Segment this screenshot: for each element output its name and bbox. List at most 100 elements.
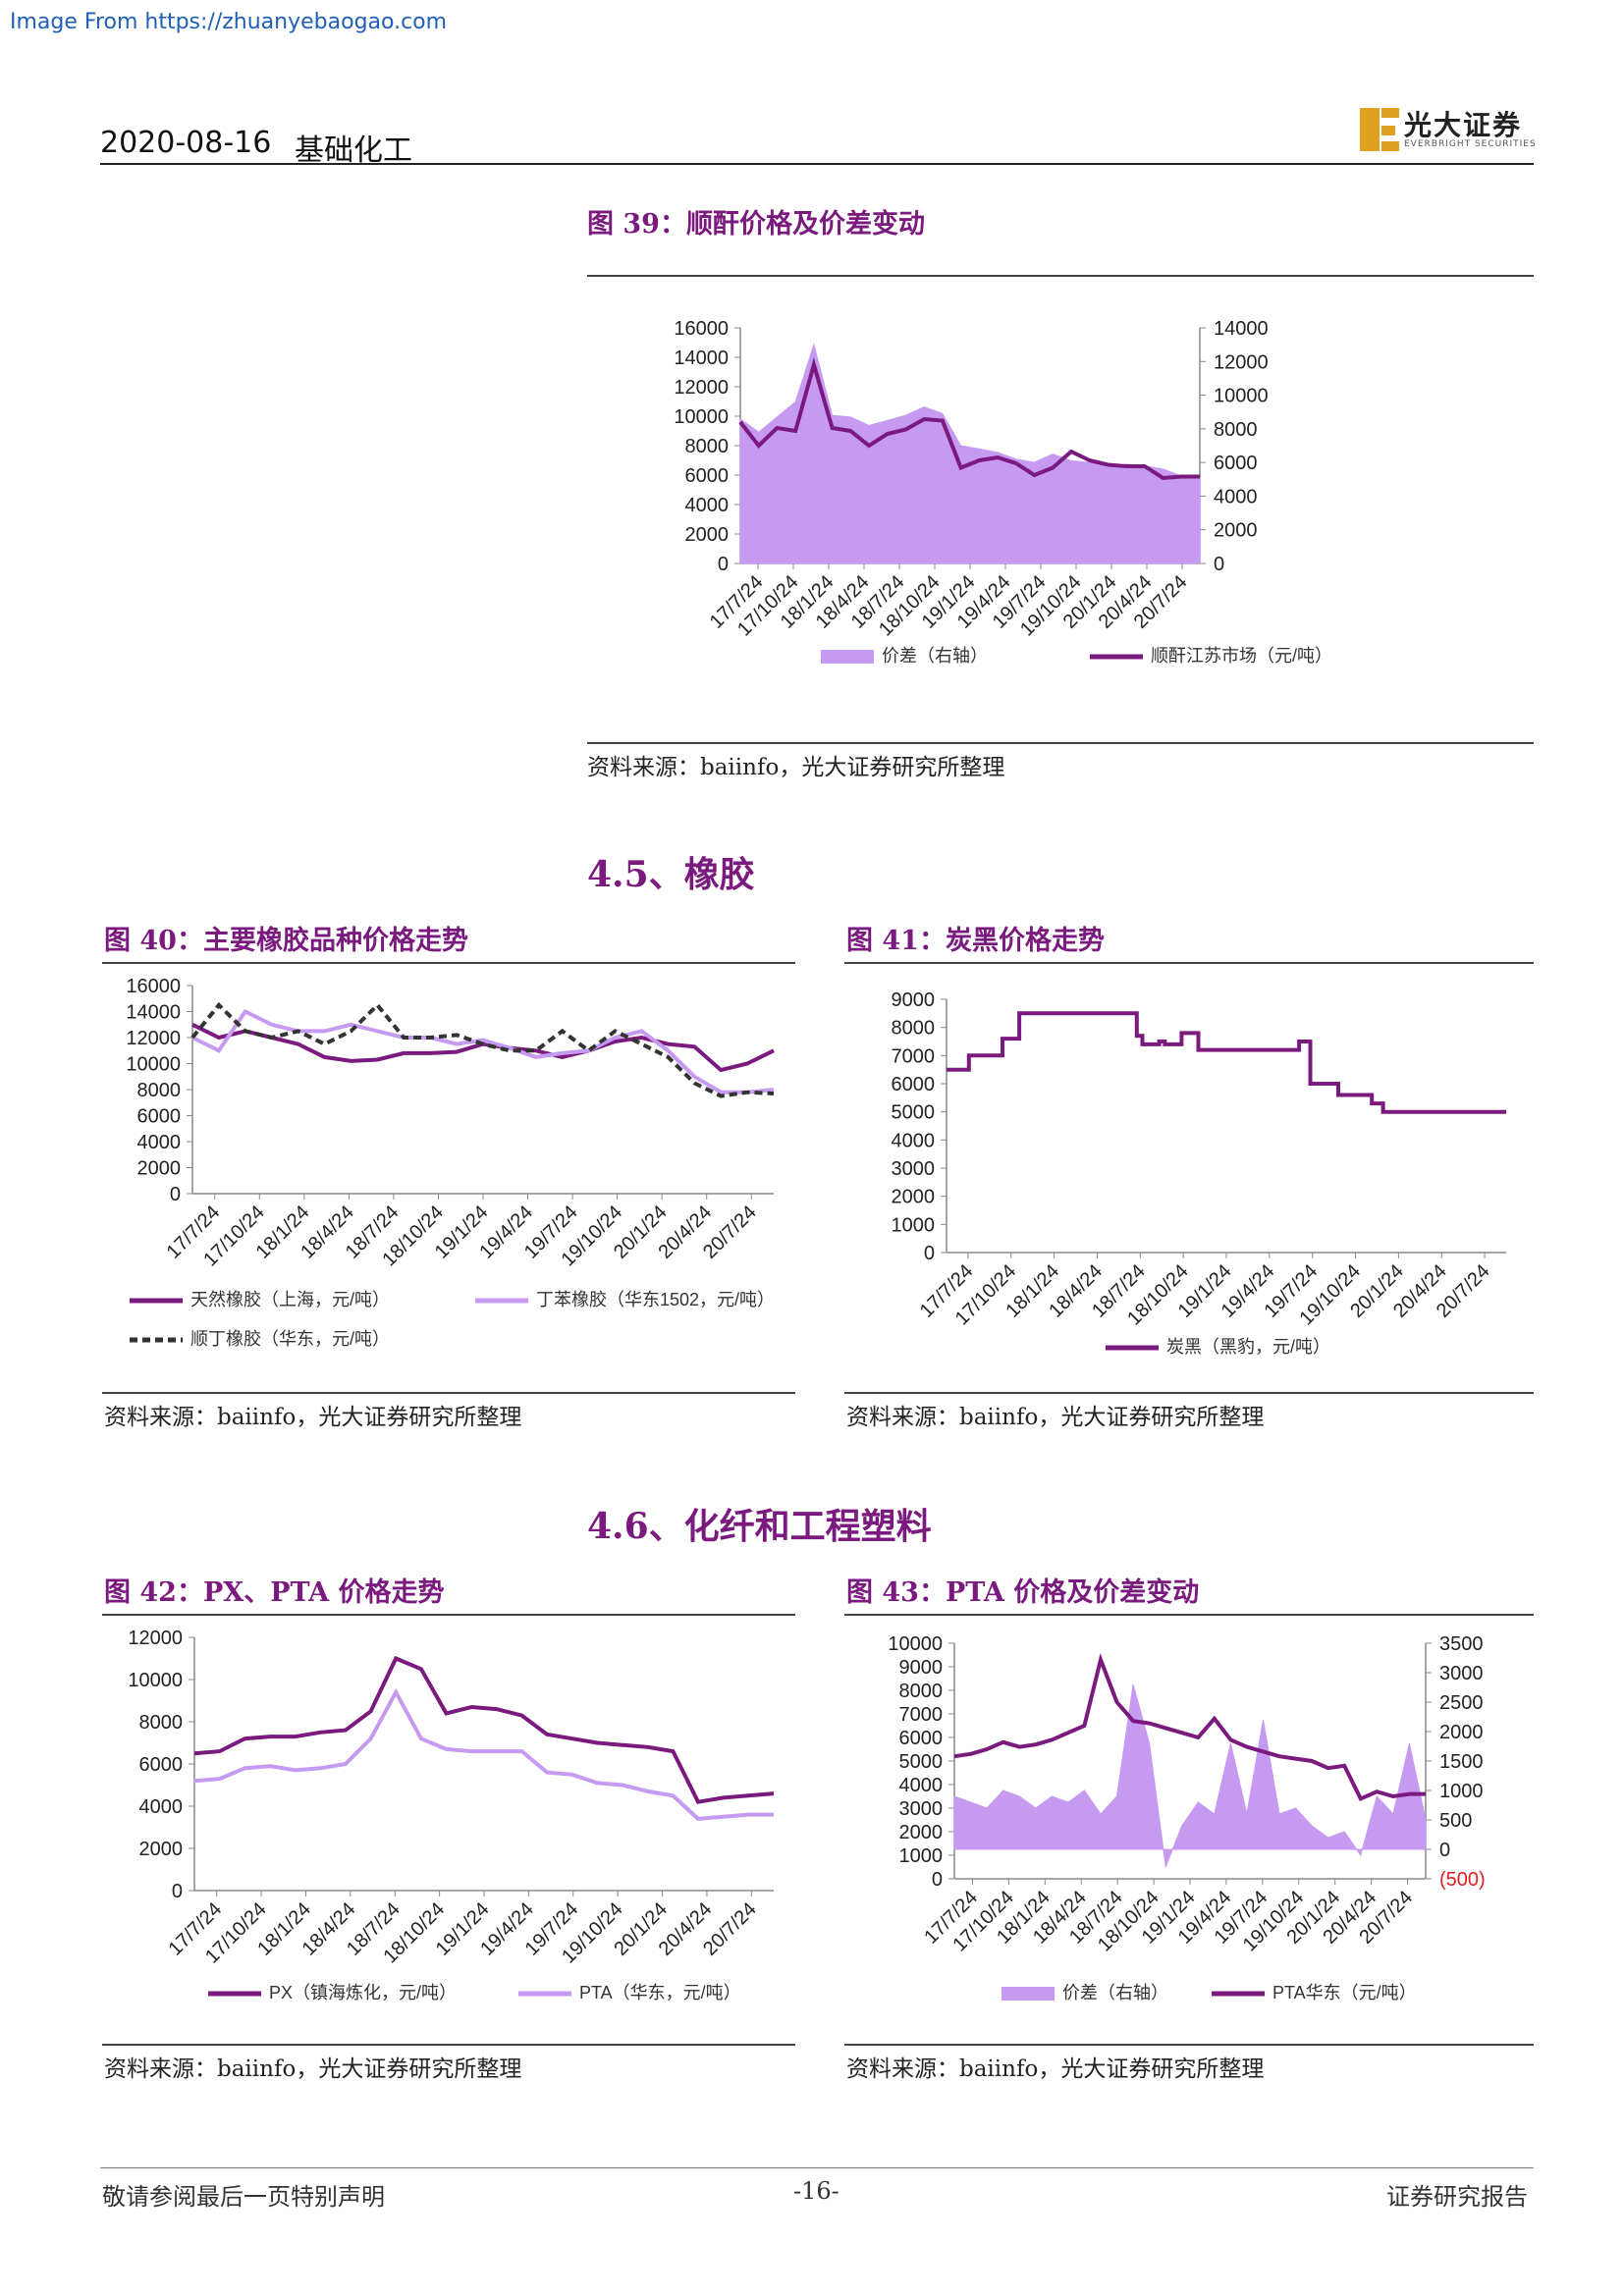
logo-en: EVERBRIGHT SECURITIES <box>1404 139 1537 149</box>
fig42-top-rule <box>102 1614 795 1616</box>
fig39-y2-tick-label: 4000 <box>1214 486 1258 507</box>
footer-disclaimer[interactable]: 敬请参阅最后一页特别声明 <box>102 2183 385 2211</box>
fig39-legend-label: 价差（右轴） <box>882 646 988 666</box>
fig43-y2-tick-label: 3000 <box>1439 1663 1484 1684</box>
fig43-chart: 1000090008000700060005000400030002000100… <box>888 1633 1486 2002</box>
fig40-y-tick-label: 4000 <box>137 1132 182 1153</box>
fig42-bottom-rule <box>102 2044 795 2046</box>
fig40-y-tick-label: 0 <box>170 1184 181 1205</box>
fig39-series-line-1 <box>738 357 1200 481</box>
fig42-y-tick-label: 10000 <box>128 1670 183 1691</box>
fig43-y-tick-label: 9000 <box>899 1657 944 1679</box>
fig43-y2-tick-label: 500 <box>1439 1810 1472 1832</box>
page-number: -16- <box>793 2177 839 2205</box>
fig40-legend-label: 丁苯橡胶（华东1502，元/吨） <box>536 1290 775 1309</box>
fig39-y2-tick-label: 12000 <box>1214 351 1269 373</box>
fig40-source: 资料来源：baiinfo，光大证券研究所整理 <box>104 1405 522 1430</box>
fig43-y2-tick-label: 2000 <box>1439 1722 1484 1743</box>
fig43-legend-label: 价差（右轴） <box>1062 1983 1168 2002</box>
fig41-top-rule <box>844 962 1534 964</box>
fig39-source: 资料来源：baiinfo，光大证券研究所整理 <box>587 755 1005 780</box>
header-rule <box>100 163 1534 165</box>
fig39-y2-tick-label: 2000 <box>1214 520 1258 542</box>
fig40-chart: 160001400012000100008000600040002000017/… <box>126 976 775 1349</box>
fig43-series-line-1 <box>953 1653 1426 1801</box>
fig43-y2-tick-label: 1500 <box>1439 1751 1484 1773</box>
fig39-y2-tick-label: 6000 <box>1214 453 1258 474</box>
fig42-series-line-1 <box>193 1687 774 1821</box>
fig40-y-tick-label: 8000 <box>137 1080 182 1101</box>
footer-rule <box>100 2167 1534 2168</box>
fig43-y-tick-label: 0 <box>932 1869 943 1891</box>
fig41-y-tick-label: 7000 <box>892 1045 936 1067</box>
fig39-y-tick-label: 14000 <box>674 347 729 369</box>
fig43-y2-tick-label: 2500 <box>1439 1692 1484 1714</box>
fig41-y-tick-label: 6000 <box>892 1074 936 1095</box>
fig43-bottom-rule <box>844 2044 1534 2046</box>
fig41-bottom-rule <box>844 1392 1534 1394</box>
fig42-y-tick-label: 4000 <box>139 1796 184 1818</box>
fig43-y2-tick-label: (500) <box>1439 1869 1486 1891</box>
fig40-y-tick-label: 6000 <box>137 1106 182 1128</box>
fig42-y-tick-label: 12000 <box>128 1628 183 1649</box>
fig39-y-tick-label: 4000 <box>685 495 730 516</box>
source-watermark[interactable]: Image From https://zhuanyebaogao.com <box>10 10 448 34</box>
fig42-legend-label: PX（镇海炼化，元/吨） <box>269 1983 457 2002</box>
fig43-source: 资料来源：baiinfo，光大证券研究所整理 <box>846 2056 1265 2082</box>
fig40-y-tick-label: 16000 <box>126 976 181 997</box>
fig40-y-tick-label: 10000 <box>126 1054 181 1076</box>
fig43-y2-tick-label: 1000 <box>1439 1781 1484 1802</box>
fig39-y-tick-label: 16000 <box>674 318 729 340</box>
fig42-y-tick-label: 8000 <box>139 1712 184 1734</box>
fig42-y-tick-label: 0 <box>172 1881 183 1902</box>
fig41-y-tick-label: 4000 <box>892 1130 936 1151</box>
fig40-legend-label: 天然橡胶（上海，元/吨） <box>190 1290 390 1309</box>
fig41-y-tick-label: 1000 <box>892 1214 936 1236</box>
section-4-6-title: 4.6、化纤和工程塑料 <box>587 1506 932 1547</box>
fig43-y-tick-label: 7000 <box>899 1704 944 1726</box>
fig41-y-tick-label: 9000 <box>892 989 936 1011</box>
fig40-top-rule <box>102 962 795 964</box>
report-date: 2020-08-16 <box>100 126 272 160</box>
fig43-y-tick-label: 3000 <box>899 1798 944 1820</box>
fig40-series-line-2 <box>190 1001 775 1098</box>
fig43-y-tick-label: 2000 <box>899 1822 944 1843</box>
fig39-y-tick-label: 2000 <box>685 524 730 546</box>
fig39-y2-tick-label: 14000 <box>1214 318 1269 340</box>
fig40-legend-label: 顺丁橡胶（华东，元/吨） <box>190 1329 390 1349</box>
fig43-y-tick-label: 6000 <box>899 1728 944 1749</box>
fig43-y-tick-label: 10000 <box>888 1633 943 1655</box>
logo-cn: 光大证券 <box>1404 109 1523 141</box>
fig43-legend-label: PTA华东（元/吨） <box>1272 1983 1417 2002</box>
fig39-y-tick-label: 10000 <box>674 406 729 428</box>
fig41-source: 资料来源：baiinfo，光大证券研究所整理 <box>846 1405 1265 1430</box>
fig39-y2-tick-label: 0 <box>1214 554 1224 575</box>
fig43-legend-swatch <box>1001 1987 1055 2001</box>
fig43-y-tick-label: 5000 <box>899 1751 944 1773</box>
fig41-y-tick-label: 0 <box>924 1243 935 1264</box>
fig39-top-rule <box>587 275 1534 277</box>
section-4-5-title: 4.5、橡胶 <box>587 854 755 895</box>
fig40-y-tick-label: 12000 <box>126 1028 181 1049</box>
fig41-title: 图 41：炭黑价格走势 <box>846 926 1105 956</box>
fig39-legend-label: 顺酐江苏市场（元/吨） <box>1151 646 1332 666</box>
fig39-y2-tick-label: 8000 <box>1214 419 1258 441</box>
fig39-chart: 16000 14000 12000 10000 8000 6000 4000 2000 0 140… <box>674 318 1332 666</box>
fig42-chart: 12000100008000600040002000017/7/2417/10/… <box>128 1628 775 2002</box>
fig39-y2-tick-label: 10000 <box>1214 386 1269 407</box>
fig43-y-tick-label: 1000 <box>899 1845 944 1867</box>
logo-mark-icon <box>1360 108 1399 151</box>
fig43-series-area-0 <box>953 1683 1427 1868</box>
fig42-series-line-0 <box>193 1655 775 1804</box>
fig39-y-tick-label: 12000 <box>674 377 729 399</box>
fig43-y2-tick-label: 0 <box>1439 1840 1450 1861</box>
fig40-series-line-1 <box>191 1008 775 1095</box>
fig43-y-tick-label: 8000 <box>899 1681 944 1702</box>
fig41-y-tick-label: 8000 <box>892 1018 936 1040</box>
fig40-bottom-rule <box>102 1392 795 1394</box>
fig43-title: 图 43：PTA 价格及价差变动 <box>846 1577 1200 1608</box>
report-sector: 基础化工 <box>295 133 412 168</box>
footer-report-type: 证券研究报告 <box>1386 2183 1528 2211</box>
fig41-y-tick-label: 5000 <box>892 1102 936 1124</box>
fig40-y-tick-label: 14000 <box>126 1002 181 1024</box>
